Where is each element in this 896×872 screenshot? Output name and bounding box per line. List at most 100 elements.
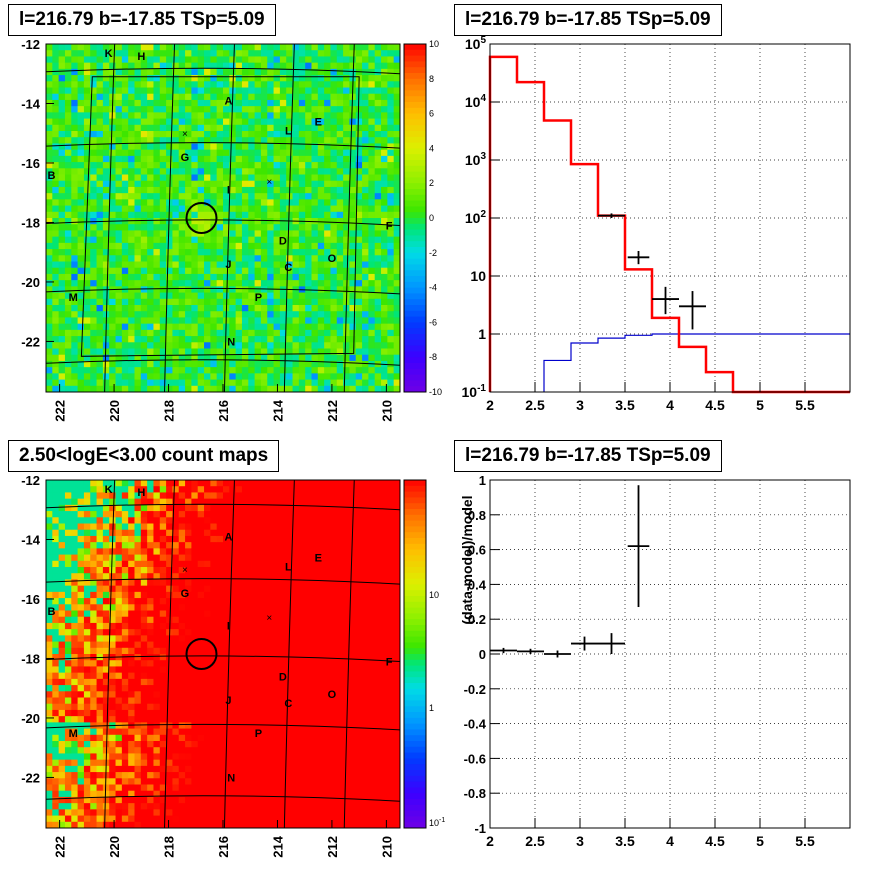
colorbar-tick-label: -8 <box>429 352 437 362</box>
x-tick-label: 210 <box>379 836 394 858</box>
residual-points <box>490 485 650 658</box>
source-label-I: I <box>227 185 230 197</box>
x-tick-label: 2 <box>486 397 494 413</box>
grid-line-b <box>45 723 401 731</box>
y-tick-label: -0.4 <box>464 717 487 732</box>
source-circle <box>185 202 218 234</box>
x-tick-label: 3.5 <box>615 397 635 413</box>
x-tick-label: 216 <box>216 400 231 422</box>
y-tick-label: -16 <box>21 592 40 607</box>
y-tick-label: -1 <box>474 821 486 836</box>
y-tick-label: -22 <box>21 334 40 349</box>
grid-line-b <box>45 359 401 366</box>
x-tick-label: 214 <box>270 399 285 421</box>
x-tick-label: 210 <box>379 400 394 422</box>
source-label-M: M <box>69 292 78 304</box>
grid-line-l <box>104 479 116 829</box>
y-axis-label: (data-model)/model <box>459 495 475 624</box>
source-label-F: F <box>386 656 393 668</box>
source-label-P: P <box>255 292 262 304</box>
source-label-B: B <box>47 170 55 182</box>
source-label-N: N <box>227 336 235 348</box>
x-tick-label: 212 <box>325 836 340 858</box>
y-tick-label: 103 <box>465 151 487 168</box>
colorbar-tick-label: 6 <box>429 109 434 119</box>
x-tick-label: 4.5 <box>705 397 725 413</box>
colorbar-tick-label: -6 <box>429 317 437 327</box>
source-label-D: D <box>279 235 287 247</box>
y-tick-label: 1 <box>478 326 486 342</box>
grid-line-l <box>283 43 295 393</box>
y-tick-label: 0.6 <box>468 543 486 558</box>
source-label-H: H <box>137 51 145 63</box>
colorbar-tick-labels: 10 8 6 4 2 0 -2 -4 -6 -8 -10 <box>429 39 442 397</box>
y-tick-label: -18 <box>21 215 40 230</box>
colorbar-tick-labels: 10 1 10-1 <box>429 590 445 828</box>
data-points <box>598 213 706 330</box>
y-tick-label: 1 <box>479 473 486 488</box>
y-tick-labels: -12 -14 -16 -18 -20 -22 <box>21 473 54 785</box>
secondary-series-line <box>543 333 850 392</box>
source-label-B: B <box>47 606 55 618</box>
colorbar-tick-label: 1 <box>429 703 434 713</box>
x-tick-label: 5 <box>756 833 764 849</box>
source-label-E: E <box>315 116 322 128</box>
cross-marker: × <box>182 565 188 576</box>
grid-line-b <box>45 795 401 802</box>
x-tick-label: 4.5 <box>705 833 725 849</box>
spectrum-title: l=216.79 b=-17.85 TSp=5.09 <box>454 4 722 36</box>
x-tick-labels: 222 220 218 216 214 212 210 <box>53 384 394 422</box>
x-tick-label: 5 <box>756 397 764 413</box>
x-tick-label: 212 <box>325 400 340 422</box>
colorbar-tick-label: -4 <box>429 283 437 293</box>
cross-marker: × <box>266 613 272 624</box>
region-outline <box>80 76 360 357</box>
source-label-G: G <box>181 588 190 600</box>
source-labels: K H A L E G B I F D J C O M P N × × <box>47 48 392 349</box>
grid-line-l <box>104 43 116 393</box>
x-tick-labels: 222 220 218 216 214 212 210 <box>53 820 394 858</box>
x-tick-label: 3 <box>576 833 584 849</box>
colorbar-frame <box>403 479 427 829</box>
grid-line-b <box>45 142 401 149</box>
residual-panel: 2 2.5 3 3.5 4 4.5 5 5.5 1 0.8 0.6 0.4 0.2 0 -0.2 -0.4 -0… <box>459 473 851 849</box>
source-label-O: O <box>328 689 337 701</box>
source-label-J: J <box>225 695 231 707</box>
y-tick-label: 10-1 <box>462 383 487 400</box>
x-tick-label: 4 <box>666 397 674 413</box>
source-label-I: I <box>227 621 230 633</box>
y-tick-label: 0.8 <box>468 508 486 523</box>
source-labels: K H A L E G B I F D J C O M P N × × <box>47 484 392 785</box>
x-tick-label: 222 <box>53 836 68 858</box>
y-tick-label: 0.2 <box>468 612 486 627</box>
grid-line-b <box>45 578 401 585</box>
colorbar <box>403 43 427 393</box>
y-tick-label: -16 <box>21 156 40 171</box>
source-circle <box>185 638 218 670</box>
y-tick-label: 105 <box>465 35 487 52</box>
x-tick-label: 222 <box>53 400 68 422</box>
grid-line-l <box>164 479 176 829</box>
count-map-title: 2.50<logE<3.00 count maps <box>8 440 280 472</box>
y-tick-label: -12 <box>21 37 40 52</box>
source-label-L: L <box>285 125 292 137</box>
y-tick-label: 0.4 <box>468 577 487 592</box>
x-tick-labels: 2 2.5 3 3.5 4 4.5 5 5.5 <box>486 382 815 413</box>
grid-line-b <box>45 503 401 511</box>
grid-line-b <box>45 67 401 75</box>
x-tick-label: 218 <box>162 400 177 422</box>
x-tick-labels: 2 2.5 3 3.5 4 4.5 5 5.5 <box>486 818 815 849</box>
source-label-J: J <box>225 259 231 271</box>
colorbar-frame <box>403 43 427 393</box>
x-tick-label: 3.5 <box>615 833 635 849</box>
ts-map-title: l=216.79 b=-17.85 TSp=5.09 <box>8 4 276 36</box>
grid-line-l <box>223 43 235 393</box>
colorbar-tick-label: 8 <box>429 74 434 84</box>
source-label-F: F <box>386 220 393 232</box>
grid-line-l <box>223 479 235 829</box>
y-tick-label: 0 <box>479 647 486 662</box>
residual-title: l=216.79 b=-17.85 TSp=5.09 <box>454 440 722 472</box>
source-label-C: C <box>284 698 292 710</box>
source-label-A: A <box>224 96 232 108</box>
